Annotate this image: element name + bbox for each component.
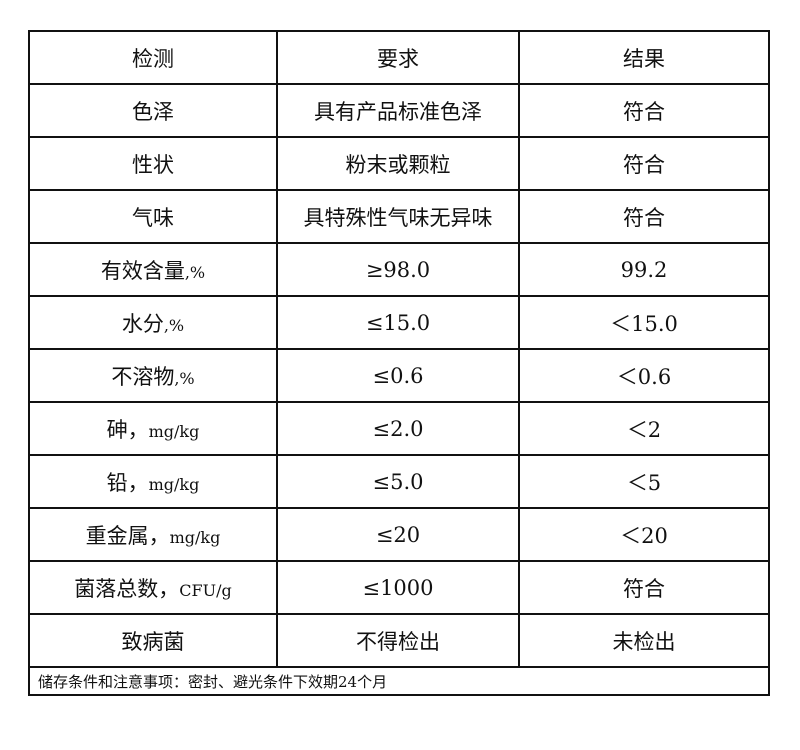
table-row: 性状 粉末或颗粒 符合 [28, 136, 770, 191]
item-cell: 色泽 [28, 83, 278, 138]
item-name: 菌落总数， [74, 576, 180, 601]
requirement-cell: ≤2.0 [276, 401, 520, 456]
item-name: 性状 [132, 152, 174, 177]
item-cell: 致病菌 [28, 613, 278, 668]
item-unit: ,% [174, 368, 195, 388]
item-name: 铅， [106, 470, 149, 495]
requirement-cell: 具特殊性气味无异味 [276, 189, 520, 244]
result-cell: 未检出 [518, 613, 770, 668]
table-row: 致病菌 不得检出 未检出 [28, 613, 770, 668]
result-cell: 99.2 [518, 242, 770, 297]
item-unit: CFU/g [179, 580, 232, 600]
table-row: 重金属，mg/kg ≤20 ＜20 [28, 507, 770, 562]
item-cell: 砷，mg/kg [28, 401, 278, 456]
item-name: 气味 [132, 205, 174, 230]
requirement-cell: ≤5.0 [276, 454, 520, 509]
result-cell: 符合 [518, 560, 770, 615]
result-cell: 符合 [518, 83, 770, 138]
requirement-cell: ≤15.0 [276, 295, 520, 350]
item-unit: mg/kg [148, 421, 200, 441]
item-cell: 性状 [28, 136, 278, 191]
item-cell: 气味 [28, 189, 278, 244]
inspection-table: 检测 要求 结果 色泽 具有产品标准色泽 符合 性状 粉末或颗粒 符合 气味 具特殊… [28, 30, 770, 696]
result-cell: ＜20 [518, 507, 770, 562]
item-name: 有效含量 [100, 258, 185, 283]
requirement-cell: ≤1000 [276, 560, 520, 615]
item-unit: ,% [163, 315, 185, 335]
item-cell: 铅，mg/kg [28, 454, 278, 509]
table-row: 不溶物,% ≤0.6 ＜0.6 [28, 348, 770, 403]
item-name: 重金属， [85, 523, 170, 548]
table-row: 有效含量,% ≥98.0 99.2 [28, 242, 770, 297]
table-row: 铅，mg/kg ≤5.0 ＜5 [28, 454, 770, 509]
table-row: 水分,% ≤15.0 ＜15.0 [28, 295, 770, 350]
item-name: 色泽 [132, 99, 174, 124]
item-unit: mg/kg [148, 474, 200, 494]
result-cell: ＜0.6 [518, 348, 770, 403]
item-cell: 重金属，mg/kg [28, 507, 278, 562]
result-cell: 符合 [518, 189, 770, 244]
requirement-cell: 不得检出 [276, 613, 520, 668]
header-row: 检测 要求 结果 [28, 30, 770, 85]
item-name: 砷， [106, 417, 149, 442]
item-cell: 不溶物,% [28, 348, 278, 403]
header-cell: 结果 [518, 30, 770, 85]
item-cell: 水分,% [28, 295, 278, 350]
header-cell: 要求 [276, 30, 520, 85]
item-unit: ,% [184, 262, 206, 282]
result-cell: ＜15.0 [518, 295, 770, 350]
table-row: 色泽 具有产品标准色泽 符合 [28, 83, 770, 138]
result-cell: ＜5 [518, 454, 770, 509]
requirement-cell: 粉末或颗粒 [276, 136, 520, 191]
table-row: 砷，mg/kg ≤2.0 ＜2 [28, 401, 770, 456]
result-cell: 符合 [518, 136, 770, 191]
footer-row: 储存条件和注意事项：密封、避光条件下效期24个月 [28, 666, 770, 696]
result-cell: ＜2 [518, 401, 770, 456]
requirement-cell: ≤0.6 [276, 348, 520, 403]
item-name: 不溶物 [111, 364, 175, 389]
header-cell: 检测 [28, 30, 278, 85]
item-cell: 菌落总数，CFU/g [28, 560, 278, 615]
item-unit: mg/kg [169, 527, 221, 547]
requirement-cell: ≥98.0 [276, 242, 520, 297]
table-row: 气味 具特殊性气味无异味 符合 [28, 189, 770, 244]
item-cell: 有效含量,% [28, 242, 278, 297]
storage-note: 储存条件和注意事项：密封、避光条件下效期24个月 [28, 666, 770, 696]
table-row: 菌落总数，CFU/g ≤1000 符合 [28, 560, 770, 615]
requirement-cell: ≤20 [276, 507, 520, 562]
item-name: 致病菌 [121, 629, 185, 654]
item-name: 水分 [121, 311, 164, 336]
requirement-cell: 具有产品标准色泽 [276, 83, 520, 138]
